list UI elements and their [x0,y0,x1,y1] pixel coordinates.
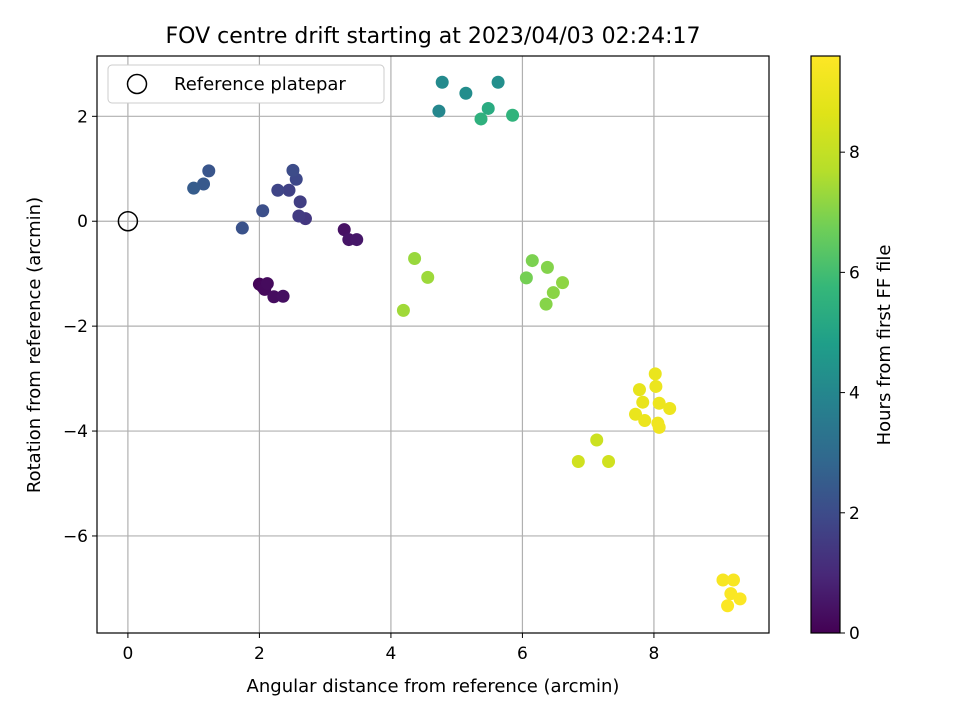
data-point [571,454,585,468]
data-point [396,303,410,317]
colorbar-tick-label: 6 [849,263,860,283]
data-point [652,396,666,410]
x-tick-label: 8 [649,644,660,664]
data-point [590,433,604,447]
data-point [648,367,662,381]
x-tick-label: 0 [122,644,133,664]
data-point [286,163,300,177]
data-point [663,401,677,415]
x-tick-label: 4 [386,644,397,664]
y-tick-label: 0 [77,212,88,232]
data-point [408,251,422,265]
colorbar: 0 2 4 6 8 Hours from first FF file [810,55,895,644]
x-axis-label: Angular distance from reference (arcmin) [247,676,620,697]
legend-box [107,64,385,104]
data-point [256,204,270,218]
reference-platepar-marker [117,210,139,232]
y-tick-label: −2 [63,317,88,337]
data-point [435,75,449,89]
colorbar-ticks: 0 2 4 6 8 [840,143,860,644]
y-axis-ticks: −6 −4 −2 0 2 [63,107,97,547]
data-point [539,297,553,311]
data-point [337,223,351,237]
y-tick-label: −6 [63,527,88,547]
data-point [474,112,488,126]
data-point [276,289,290,303]
y-tick-label: 2 [77,107,88,127]
data-point [649,379,663,393]
legend: Reference platepar [107,64,385,104]
data-point [638,414,652,428]
chart-title: FOV centre drift starting at 2023/04/03 … [166,24,701,49]
data-point [721,599,735,613]
data-point [481,101,495,115]
data-point [519,271,533,285]
colorbar-label: Hours from first FF file [874,245,895,446]
data-point [459,86,473,100]
reference-marker-layer [117,210,139,232]
data-point [632,383,646,397]
grid [97,56,769,633]
data-point [716,573,730,587]
y-tick-label: −4 [63,422,88,442]
data-point [546,286,560,300]
colorbar-gradient [810,55,841,634]
data-point [187,181,201,195]
data-point [202,164,216,178]
data-point [602,454,616,468]
y-axis-label: Rotation from reference (arcmin) [24,197,45,493]
colorbar-tick-label: 0 [849,624,860,644]
data-point [432,104,446,118]
data-point [629,407,643,421]
data-point [267,290,281,304]
x-axis-ticks: 0 2 4 6 8 [122,633,659,664]
legend-reference-marker [126,73,148,95]
colorbar-tick-label: 2 [849,504,860,524]
data-point [235,221,249,235]
data-point [260,277,274,291]
data-point [540,260,554,274]
data-point [726,573,740,587]
data-point [271,183,285,197]
plot-frame [96,55,770,634]
data-points [187,75,747,613]
x-tick-label: 2 [254,644,265,664]
data-point [491,75,505,89]
data-point [636,395,650,409]
data-point [292,209,306,223]
colorbar-tick-label: 4 [849,384,860,404]
data-point [421,270,435,284]
x-tick-label: 6 [517,644,528,664]
colorbar-tick-label: 8 [849,143,860,163]
data-point [350,233,364,247]
data-point [652,420,666,434]
data-point [506,108,520,122]
data-point [733,592,747,606]
data-point [282,183,296,197]
data-point [556,276,570,290]
data-point [293,195,307,209]
data-point [197,177,211,191]
legend-label: Reference platepar [174,74,346,95]
data-point [525,254,539,268]
